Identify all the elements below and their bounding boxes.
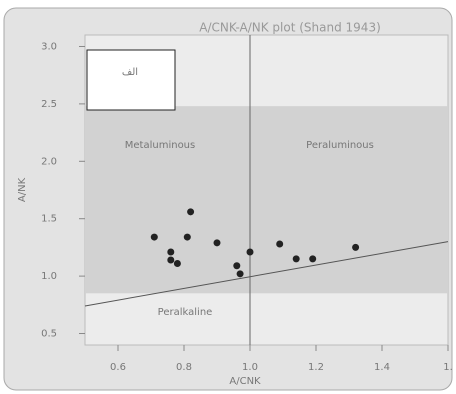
point: [167, 248, 175, 256]
y-tick-label: 0.5: [41, 329, 57, 340]
x-tick-label: 0.8: [176, 362, 192, 373]
point: [246, 248, 254, 256]
point: [167, 256, 175, 264]
x-tick-label: 0.6: [110, 362, 126, 373]
shaded-band: [85, 106, 448, 294]
y-tick-label: 1.0: [41, 271, 57, 282]
region-label: Metaluminous: [125, 140, 195, 151]
chart-title: A/CNK-A/NK plot (Shand 1943): [199, 21, 381, 35]
point: [276, 240, 284, 248]
annotation: الف: [122, 67, 138, 78]
x-tick-label: 1.: [443, 362, 453, 373]
y-tick-label: 2.0: [41, 156, 57, 167]
x-tick-label: 1.0: [242, 362, 258, 373]
annotation-box: [86, 49, 176, 111]
point: [236, 270, 244, 278]
y-axis-label: A/NK: [17, 177, 28, 202]
y-tick-label: 3.0: [41, 41, 57, 52]
point: [173, 259, 181, 267]
x-tick-label: 1.4: [374, 362, 390, 373]
y-tick-label: 1.5: [41, 214, 57, 225]
point: [309, 255, 317, 263]
point: [213, 239, 221, 247]
point: [292, 255, 300, 263]
y-tick-label: 2.5: [41, 99, 57, 110]
x-axis-label: A/CNK: [229, 376, 261, 387]
point: [187, 208, 195, 216]
reference-line: [84, 241, 449, 307]
region-label: Peraluminous: [306, 140, 374, 151]
region-label: Peralkaline: [158, 307, 213, 318]
point: [183, 233, 191, 241]
point: [233, 262, 241, 270]
x-tick-label: 1.2: [308, 362, 324, 373]
point: [150, 233, 158, 241]
point: [352, 243, 360, 251]
